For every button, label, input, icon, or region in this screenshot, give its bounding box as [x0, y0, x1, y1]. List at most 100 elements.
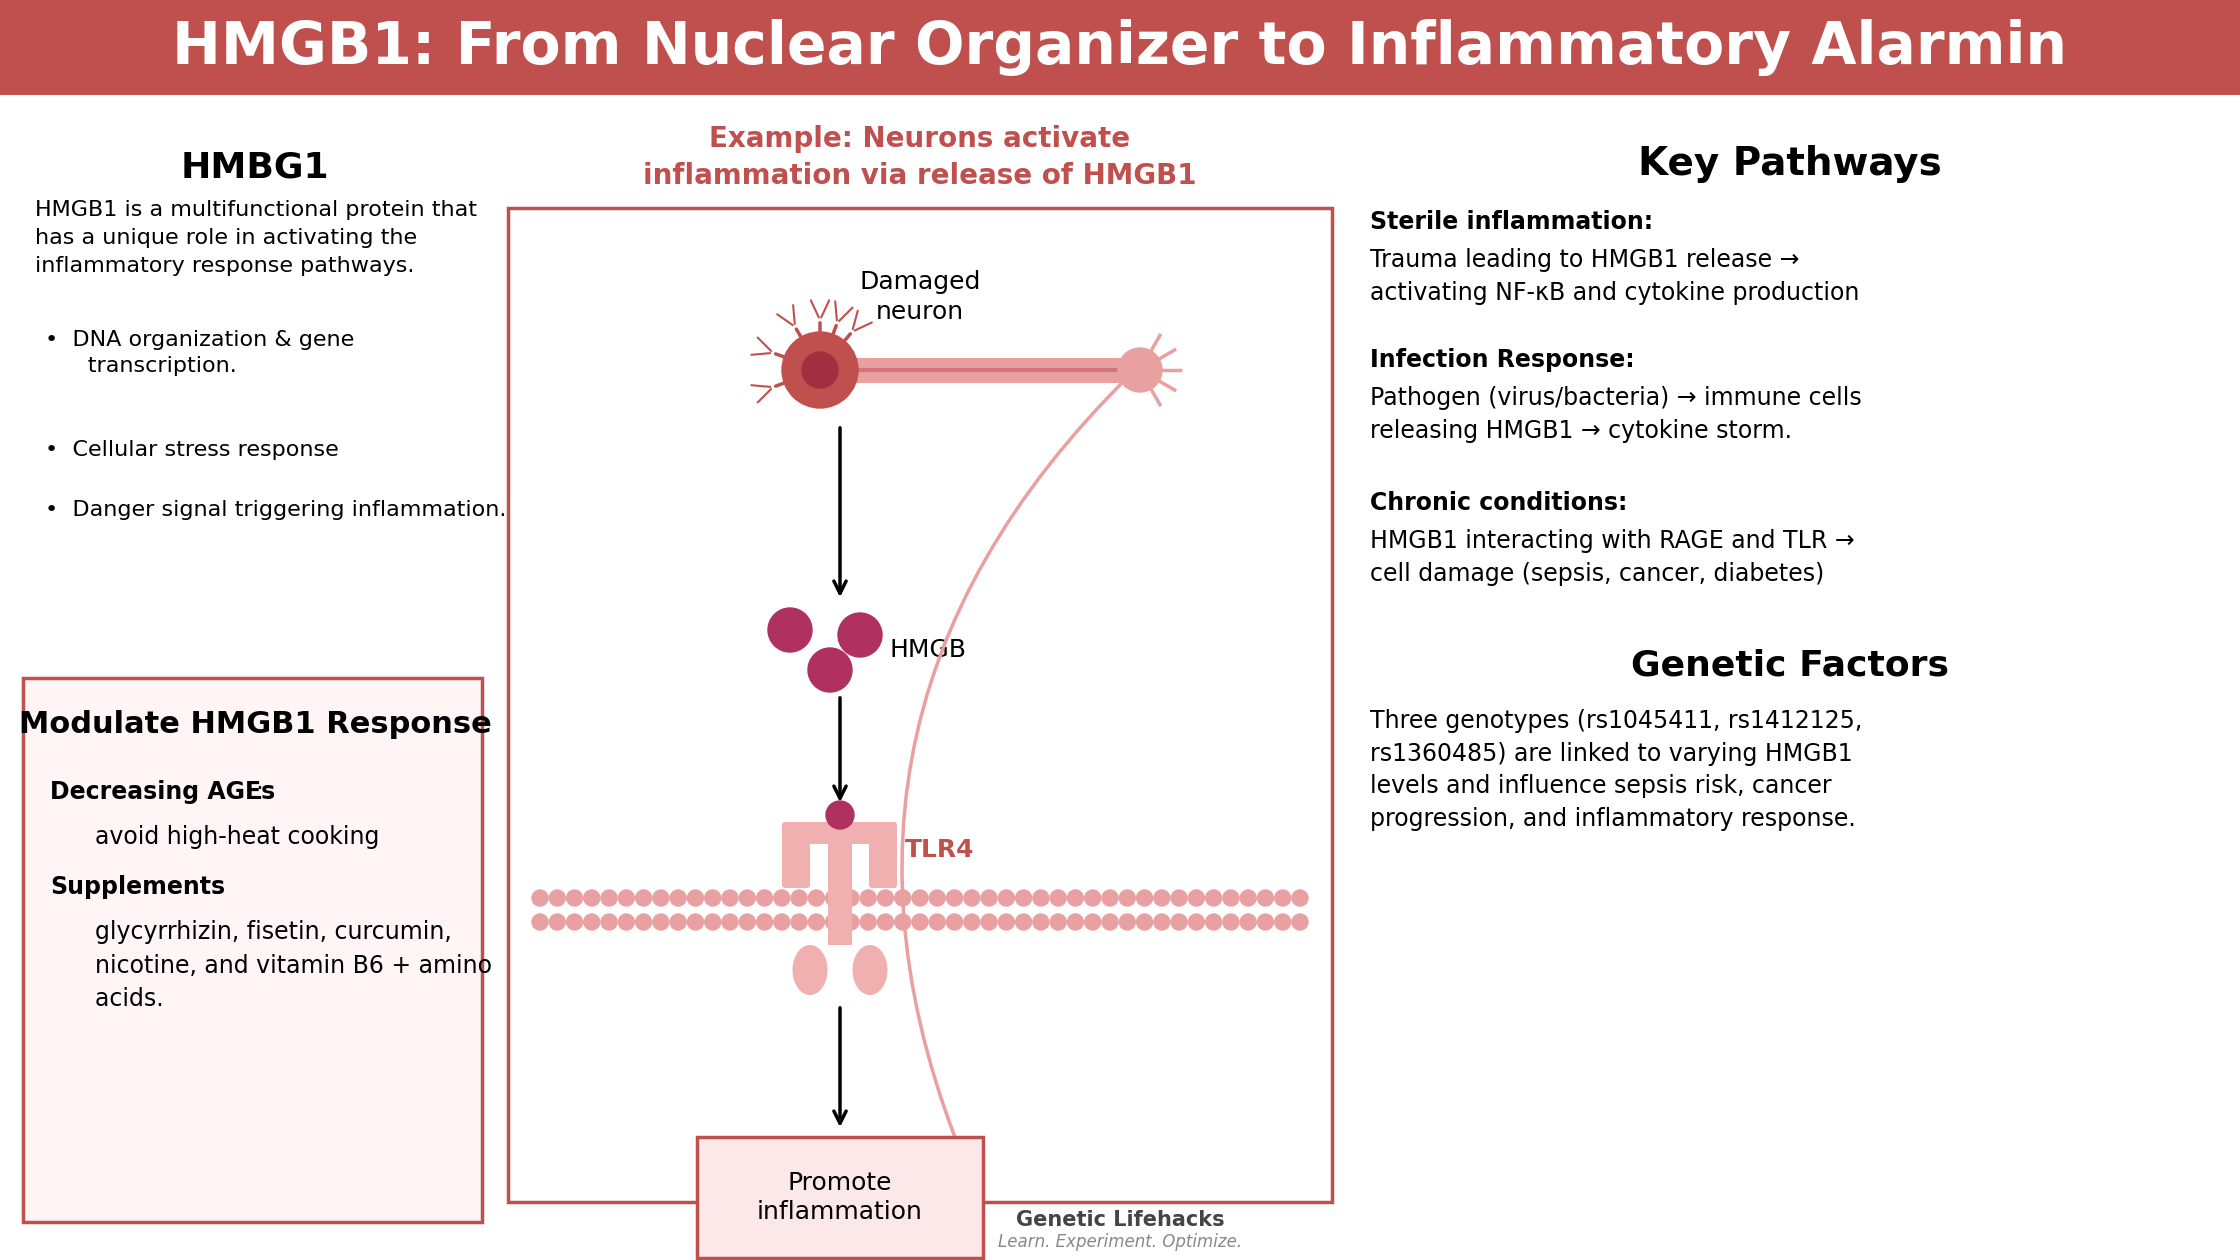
Circle shape — [827, 801, 853, 829]
Circle shape — [670, 914, 685, 930]
Circle shape — [809, 914, 824, 930]
Text: Pathogen (virus/bacteria) → immune cells
releasing HMGB1 → cytokine storm.: Pathogen (virus/bacteria) → immune cells… — [1371, 386, 1861, 442]
Circle shape — [948, 890, 963, 906]
Circle shape — [981, 890, 997, 906]
Circle shape — [585, 914, 600, 930]
Circle shape — [1051, 914, 1066, 930]
Circle shape — [802, 352, 838, 388]
Text: Three genotypes (rs1045411, rs1412125,
rs1360485) are linked to varying HMGB1
le: Three genotypes (rs1045411, rs1412125, r… — [1371, 709, 1861, 830]
Circle shape — [1136, 914, 1154, 930]
Circle shape — [827, 890, 842, 906]
Circle shape — [1172, 914, 1187, 930]
Circle shape — [1136, 890, 1154, 906]
Circle shape — [721, 914, 737, 930]
Bar — [784, 822, 896, 844]
Circle shape — [981, 914, 997, 930]
Text: Damaged
neuron: Damaged neuron — [860, 270, 981, 324]
Text: •  Cellular stress response: • Cellular stress response — [45, 440, 338, 460]
Text: Genetic Factors: Genetic Factors — [1631, 649, 1949, 683]
Circle shape — [549, 914, 564, 930]
Circle shape — [782, 331, 858, 408]
Circle shape — [860, 890, 876, 906]
Circle shape — [1033, 914, 1048, 930]
Circle shape — [636, 890, 652, 906]
Circle shape — [1275, 890, 1290, 906]
Bar — [0, 0, 2240, 94]
Ellipse shape — [853, 945, 887, 995]
Text: HMGB1 interacting with RAGE and TLR →
cell damage (sepsis, cancer, diabetes): HMGB1 interacting with RAGE and TLR → ce… — [1371, 529, 1855, 586]
Circle shape — [894, 890, 912, 906]
Circle shape — [1084, 890, 1100, 906]
Circle shape — [1051, 890, 1066, 906]
Circle shape — [1292, 890, 1308, 906]
Circle shape — [842, 890, 858, 906]
Text: TLR4: TLR4 — [905, 838, 974, 862]
Text: Chronic conditions:: Chronic conditions: — [1371, 491, 1628, 515]
Circle shape — [1189, 914, 1205, 930]
Circle shape — [1205, 890, 1221, 906]
Ellipse shape — [793, 945, 827, 995]
Text: Promote
inflammation: Promote inflammation — [757, 1171, 923, 1225]
Text: HMGB: HMGB — [889, 638, 968, 662]
Circle shape — [585, 890, 600, 906]
Text: Trauma leading to HMGB1 release →
activating NF-κB and cytokine production: Trauma leading to HMGB1 release → activa… — [1371, 248, 1859, 305]
Circle shape — [1275, 914, 1290, 930]
Circle shape — [757, 890, 773, 906]
Circle shape — [1223, 914, 1239, 930]
Circle shape — [1241, 914, 1257, 930]
Circle shape — [1068, 890, 1084, 906]
Circle shape — [791, 890, 806, 906]
FancyBboxPatch shape — [869, 822, 896, 888]
Circle shape — [930, 914, 945, 930]
Circle shape — [1257, 890, 1275, 906]
Circle shape — [533, 890, 549, 906]
Circle shape — [912, 890, 927, 906]
Circle shape — [739, 914, 755, 930]
Text: HMGB1 is a multifunctional protein that
has a unique role in activating the
infl: HMGB1 is a multifunctional protein that … — [36, 200, 477, 276]
FancyBboxPatch shape — [782, 822, 811, 888]
Circle shape — [878, 914, 894, 930]
Circle shape — [688, 890, 703, 906]
Circle shape — [652, 890, 670, 906]
Text: :: : — [211, 874, 217, 898]
Text: Modulate HMGB1 Response: Modulate HMGB1 Response — [18, 709, 491, 740]
FancyBboxPatch shape — [22, 678, 482, 1222]
Circle shape — [1015, 914, 1033, 930]
Circle shape — [739, 890, 755, 906]
FancyBboxPatch shape — [697, 1137, 983, 1257]
Circle shape — [894, 914, 912, 930]
Circle shape — [809, 648, 851, 692]
Circle shape — [1033, 890, 1048, 906]
Circle shape — [618, 914, 634, 930]
Circle shape — [963, 890, 979, 906]
Circle shape — [838, 614, 883, 656]
Text: Key Pathways: Key Pathways — [1637, 145, 1942, 183]
Circle shape — [688, 914, 703, 930]
Text: Decreasing AGEs: Decreasing AGEs — [49, 780, 276, 804]
Text: Learn. Experiment. Optimize.: Learn. Experiment. Optimize. — [999, 1234, 1241, 1251]
Circle shape — [791, 914, 806, 930]
Circle shape — [860, 914, 876, 930]
Circle shape — [670, 890, 685, 906]
Circle shape — [1205, 914, 1221, 930]
Circle shape — [757, 914, 773, 930]
Text: Supplements: Supplements — [49, 874, 226, 898]
Circle shape — [1154, 914, 1169, 930]
Circle shape — [809, 890, 824, 906]
Circle shape — [1154, 890, 1169, 906]
Text: HMGB1: From Nuclear Organizer to Inflammatory Alarmin: HMGB1: From Nuclear Organizer to Inflamm… — [172, 19, 2068, 76]
Text: Example: Neurons activate
inflammation via release of HMGB1: Example: Neurons activate inflammation v… — [643, 125, 1196, 190]
Text: •  Danger signal triggering inflammation.: • Danger signal triggering inflammation. — [45, 500, 506, 520]
Circle shape — [1120, 914, 1136, 930]
Circle shape — [842, 914, 858, 930]
Circle shape — [721, 890, 737, 906]
Text: avoid high-heat cooking: avoid high-heat cooking — [49, 825, 379, 849]
Circle shape — [999, 890, 1015, 906]
Circle shape — [1189, 890, 1205, 906]
Circle shape — [999, 914, 1015, 930]
Circle shape — [1102, 890, 1118, 906]
Circle shape — [567, 914, 582, 930]
Circle shape — [773, 890, 791, 906]
Text: Sterile inflammation:: Sterile inflammation: — [1371, 210, 1653, 234]
Circle shape — [600, 914, 616, 930]
